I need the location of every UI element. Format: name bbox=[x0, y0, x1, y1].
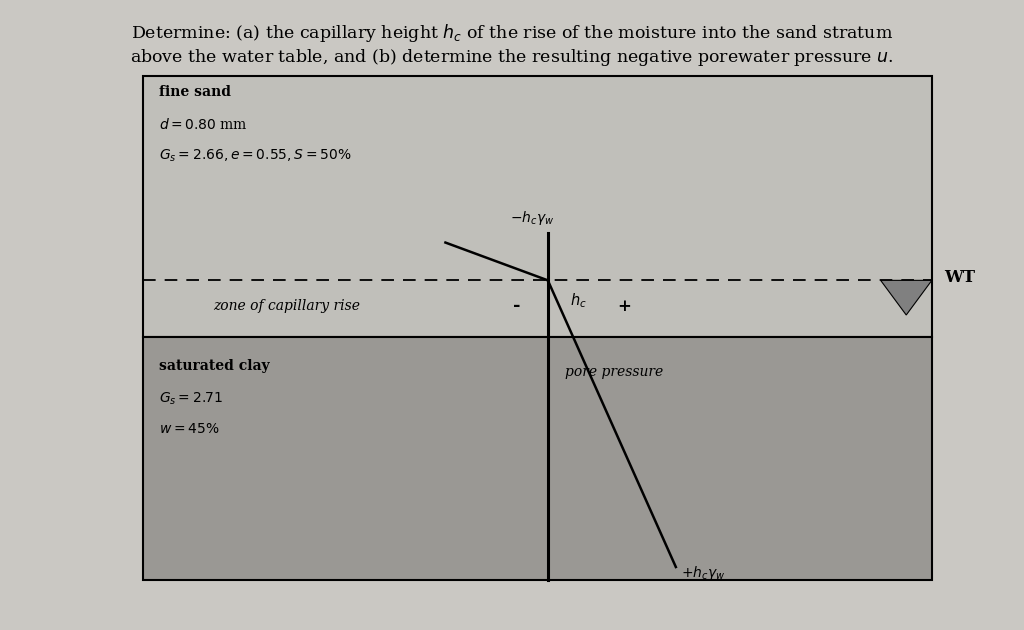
Text: Determine: (a) the capillary height $h_c$ of the rise of the moisture into the s: Determine: (a) the capillary height $h_c… bbox=[131, 22, 893, 44]
Text: +: + bbox=[617, 299, 632, 315]
Text: $-h_c\gamma_w$: $-h_c\gamma_w$ bbox=[510, 209, 555, 227]
FancyBboxPatch shape bbox=[143, 76, 932, 337]
Text: zone of capillary rise: zone of capillary rise bbox=[213, 299, 360, 312]
Text: $d = 0.80$ mm: $d = 0.80$ mm bbox=[159, 117, 248, 132]
Text: $G_s = 2.71$: $G_s = 2.71$ bbox=[159, 391, 222, 407]
Text: $h_c$: $h_c$ bbox=[570, 291, 587, 310]
FancyBboxPatch shape bbox=[143, 337, 932, 580]
Text: pore pressure: pore pressure bbox=[565, 365, 664, 379]
Text: $G_s = 2.66, e = 0.55, S = 50\%$: $G_s = 2.66, e = 0.55, S = 50\%$ bbox=[159, 148, 351, 164]
Text: above the water table, and (b) determine the resulting negative porewater pressu: above the water table, and (b) determine… bbox=[130, 47, 894, 68]
Text: WT: WT bbox=[944, 269, 975, 285]
Text: $+h_c\gamma_w$: $+h_c\gamma_w$ bbox=[681, 564, 725, 582]
Text: -: - bbox=[513, 297, 521, 314]
Polygon shape bbox=[881, 280, 932, 315]
Text: $w = 45\%$: $w = 45\%$ bbox=[159, 422, 219, 436]
Text: fine sand: fine sand bbox=[159, 85, 230, 99]
Text: saturated clay: saturated clay bbox=[159, 359, 269, 373]
